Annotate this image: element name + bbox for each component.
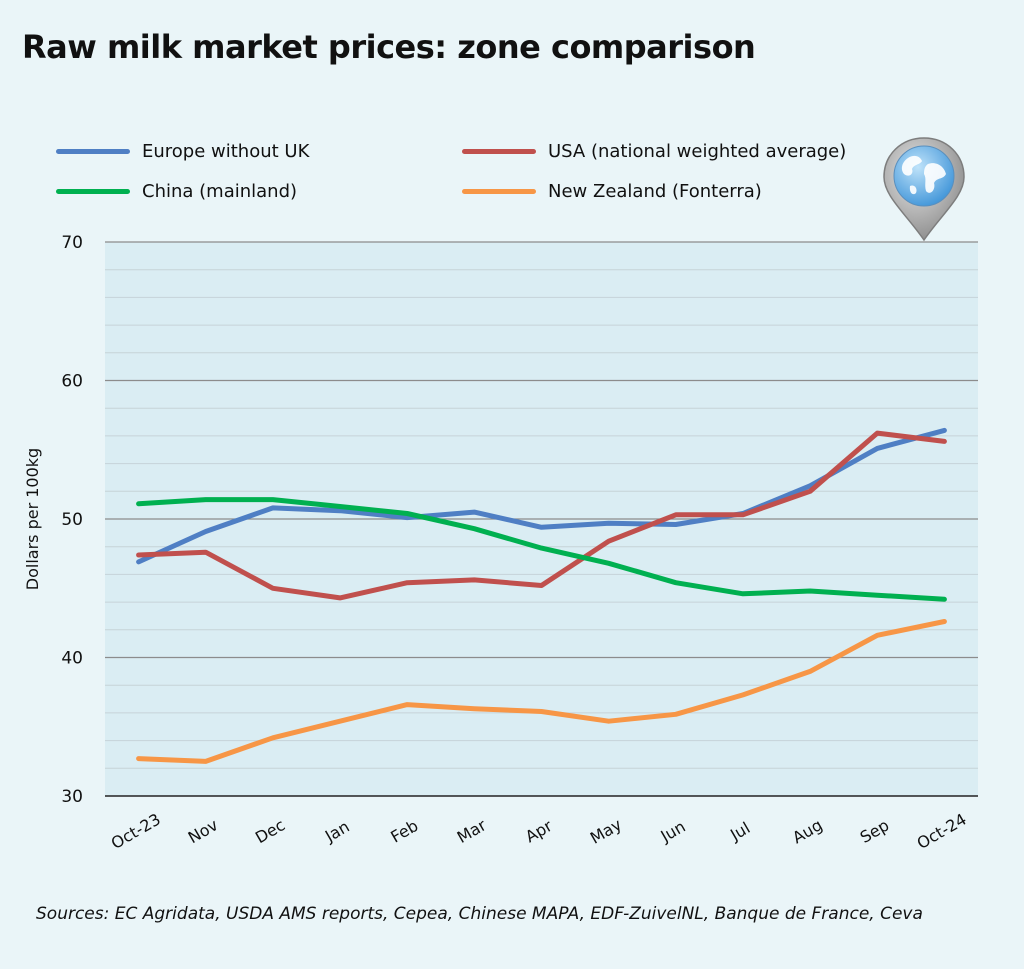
x-tick-label: Mar (454, 815, 490, 847)
y-tick-label: 50 (61, 510, 83, 530)
x-tick-label: Nov (185, 815, 222, 847)
chart-title: Raw milk market prices: zone comparison (22, 28, 756, 66)
x-tick-label: Dec (252, 815, 288, 847)
legend-swatch-new-zealand (462, 189, 536, 194)
y-tick-label: 60 (61, 372, 83, 392)
sources-note: Sources: EC Agridata, USDA AMS reports, … (36, 904, 923, 924)
x-tick-label: Jan (321, 817, 353, 846)
legend-label-china: China (mainland) (142, 181, 298, 202)
legend-swatch-europe (56, 149, 130, 154)
x-tick-label: Oct-23 (108, 810, 164, 853)
legend-label-europe: Europe without UK (142, 141, 310, 162)
legend-label-usa: USA (national weighted average) (548, 141, 847, 162)
series-line-china-mainland (136, 497, 947, 602)
globe-map-pin-icon (883, 137, 965, 242)
y-tick-label: 30 (61, 787, 83, 807)
y-axis-label: Dollars per 100kg (23, 448, 42, 590)
x-tick-label: Sep (857, 815, 893, 847)
x-tick-label: Jul (726, 818, 753, 845)
legend-swatch-china (56, 189, 130, 194)
y-tick-label: 40 (61, 649, 83, 669)
legend-item-china: China (mainland) (56, 181, 297, 202)
series-line-new-zealand-fonterra (136, 619, 947, 764)
series-line-europe-without-uk (136, 427, 947, 565)
legend-item-usa: USA (national weighted average) (462, 141, 846, 162)
x-tick-label: May (587, 815, 625, 848)
x-tick-label: Apr (522, 816, 556, 847)
series-line-usa-national-weighted-average (136, 430, 947, 601)
legend-item-europe: Europe without UK (56, 141, 309, 162)
x-tick-label: Oct-24 (914, 810, 970, 853)
legend-swatch-usa (462, 149, 536, 154)
legend-item-new-zealand: New Zealand (Fonterra) (462, 181, 762, 202)
x-tick-label: Aug (789, 815, 826, 847)
y-tick-label: 70 (61, 233, 83, 253)
legend-label-new-zealand: New Zealand (Fonterra) (548, 181, 762, 202)
x-tick-label: Jun (657, 817, 689, 846)
line-chart: 30 40 50 60 70 Dollars per 100kg Oct-23 Nov Dec J… (23, 233, 978, 853)
x-tick-label: Feb (387, 816, 421, 847)
